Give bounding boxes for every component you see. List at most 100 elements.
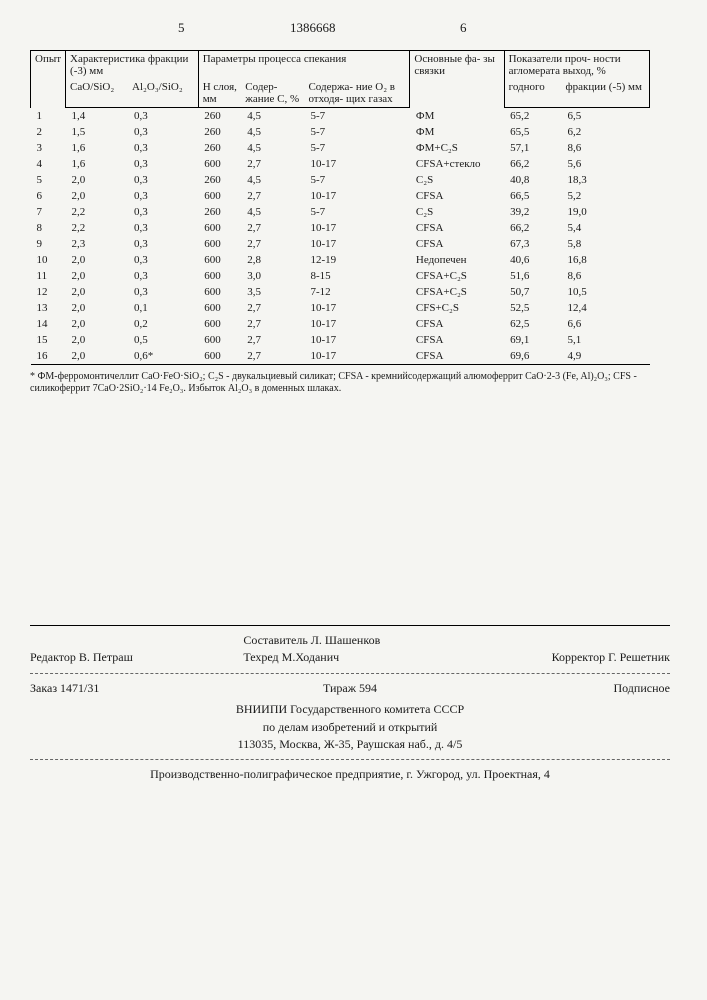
- cell: 3: [31, 140, 66, 156]
- cell: 0,3: [128, 268, 198, 284]
- cell: 600: [198, 316, 241, 332]
- table-row: 162,00,6*6002,710-17CFSA69,64,9: [31, 348, 650, 365]
- cell: 5,2: [562, 188, 650, 204]
- cell: ФМ: [410, 124, 504, 140]
- table-row: 92,30,36002,710-17CFSA67,35,8: [31, 236, 650, 252]
- cell: 260: [198, 172, 241, 188]
- cell: 0,3: [128, 124, 198, 140]
- cell: 0,3: [128, 156, 198, 172]
- cell: 3,5: [241, 284, 304, 300]
- cell: 40,8: [504, 172, 561, 188]
- cell: 50,7: [504, 284, 561, 300]
- cell: 10-17: [304, 300, 409, 316]
- cell: 5,6: [562, 156, 650, 172]
- table-head: Опыт Характеристика фракции (-3) мм Пара…: [31, 51, 650, 108]
- cell: 18,3: [562, 172, 650, 188]
- cell: 40,6: [504, 252, 561, 268]
- cell: 5-7: [304, 124, 409, 140]
- cell: 6: [31, 188, 66, 204]
- cell: 12-19: [304, 252, 409, 268]
- cell: 2,0: [66, 332, 129, 348]
- cell: 6,5: [562, 108, 650, 125]
- cell: 600: [198, 252, 241, 268]
- printer: Производственно-полиграфическое предприя…: [30, 766, 670, 783]
- cell: 65,5: [504, 124, 561, 140]
- cell: 10-17: [304, 316, 409, 332]
- cell: 2,0: [66, 188, 129, 204]
- cell: 2,7: [241, 316, 304, 332]
- cell: 5-7: [304, 140, 409, 156]
- cell: CFSA: [410, 220, 504, 236]
- cell: 260: [198, 124, 241, 140]
- cell: 8: [31, 220, 66, 236]
- cell: 2: [31, 124, 66, 140]
- th-fazy: Основные фа- зы связки: [410, 51, 504, 108]
- cell: 0,2: [128, 316, 198, 332]
- cell: ФМ+C₂S: [410, 140, 504, 156]
- table-body: 11,40,32604,55-7ФМ65,26,521,50,32604,55-…: [31, 108, 650, 365]
- cell: 0,3: [128, 108, 198, 125]
- th-frakcii5: фракции (-5) мм: [562, 79, 650, 108]
- th-params: Параметры процесса спекания: [198, 51, 410, 80]
- cell: 5-7: [304, 172, 409, 188]
- cell: 5,1: [562, 332, 650, 348]
- cell: CFSA+C₂S: [410, 284, 504, 300]
- cell: 5-7: [304, 204, 409, 220]
- cell: 7: [31, 204, 66, 220]
- cell: 8,6: [562, 140, 650, 156]
- cell: 260: [198, 204, 241, 220]
- cell: 16,8: [562, 252, 650, 268]
- cell: 2,7: [241, 236, 304, 252]
- cell: 69,6: [504, 348, 561, 365]
- cell: CFSA: [410, 348, 504, 365]
- org-block: ВНИИПИ Государственного комитета СССР по…: [30, 701, 670, 753]
- table-row: 132,00,16002,710-17CFS+C₂S52,512,4: [31, 300, 650, 316]
- cell: 600: [198, 156, 241, 172]
- table-row: 142,00,26002,710-17CFSA62,56,6: [31, 316, 650, 332]
- cell: CFSA: [410, 332, 504, 348]
- cell: 0,3: [128, 220, 198, 236]
- table-row: 21,50,32604,55-7ФМ65,56,2: [31, 124, 650, 140]
- cell: 4: [31, 156, 66, 172]
- cell: 7-12: [304, 284, 409, 300]
- table-row: 102,00,36002,812-19Недопечен40,616,8: [31, 252, 650, 268]
- th-al2o3: Al₂O₃/SiO₂: [128, 79, 198, 108]
- cell: C₂S: [410, 172, 504, 188]
- cell: CFSA+стекло: [410, 156, 504, 172]
- table-row: 112,00,36003,08-15CFSA+C₂S51,68,6: [31, 268, 650, 284]
- cell: 1: [31, 108, 66, 125]
- cell: 4,5: [241, 172, 304, 188]
- cell: 5: [31, 172, 66, 188]
- table-row: 31,60,32604,55-7ФМ+C₂S57,18,6: [31, 140, 650, 156]
- table-row: 82,20,36002,710-17CFSA66,25,4: [31, 220, 650, 236]
- th-proch: Показатели проч- ности агломерата выход,…: [504, 51, 649, 80]
- cell: ФМ: [410, 108, 504, 125]
- cell: 2,3: [66, 236, 129, 252]
- cell: 16: [31, 348, 66, 365]
- cell: 12,4: [562, 300, 650, 316]
- cell: 10-17: [304, 156, 409, 172]
- cell: 57,1: [504, 140, 561, 156]
- cell: 39,2: [504, 204, 561, 220]
- table-row: 152,00,56002,710-17CFSA69,15,1: [31, 332, 650, 348]
- dash-divider: [30, 673, 670, 674]
- cell: 10: [31, 252, 66, 268]
- tirazh: Тираж 594: [243, 680, 456, 697]
- cell: 1,4: [66, 108, 129, 125]
- cell: 11: [31, 268, 66, 284]
- cell: 19,0: [562, 204, 650, 220]
- cell: 52,5: [504, 300, 561, 316]
- hdr-center: 1386668: [290, 20, 336, 36]
- cell: 2,0: [66, 316, 129, 332]
- cell: 0,3: [128, 140, 198, 156]
- cell: 2,7: [241, 220, 304, 236]
- cell: 2,2: [66, 204, 129, 220]
- compiler: Составитель Л. Шашенков Техред М.Ходанич: [243, 632, 456, 667]
- table-row: 11,40,32604,55-7ФМ65,26,5: [31, 108, 650, 125]
- cell: 2,7: [241, 300, 304, 316]
- cell: CFSA: [410, 316, 504, 332]
- cell: 66,5: [504, 188, 561, 204]
- corrector: Корректор Г. Решетник: [457, 632, 670, 667]
- cell: 0,1: [128, 300, 198, 316]
- corrector-text: Корректор Г. Решетник: [552, 650, 670, 664]
